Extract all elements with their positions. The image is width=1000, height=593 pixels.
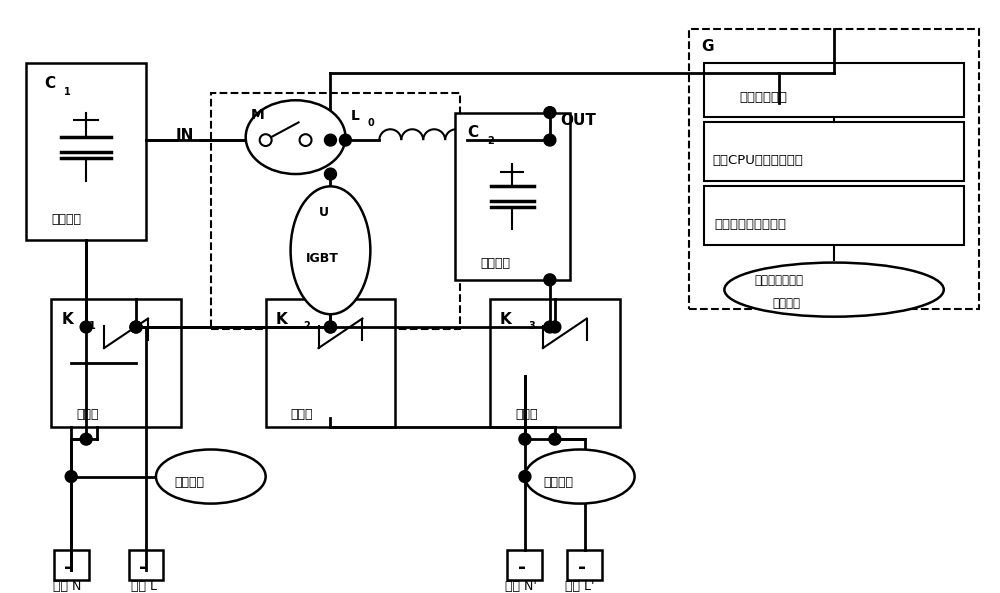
Bar bbox=[266, 299, 395, 428]
Circle shape bbox=[544, 107, 556, 119]
Bar bbox=[567, 550, 602, 580]
Text: K: K bbox=[61, 312, 73, 327]
Circle shape bbox=[549, 321, 561, 333]
Text: 0: 0 bbox=[367, 119, 374, 128]
Circle shape bbox=[544, 321, 556, 333]
Text: 输出 L': 输出 L' bbox=[565, 580, 594, 592]
Circle shape bbox=[130, 321, 142, 333]
Text: -: - bbox=[64, 558, 72, 577]
Text: L: L bbox=[350, 110, 359, 123]
Text: 输入 N: 输入 N bbox=[53, 580, 82, 592]
Bar bbox=[490, 299, 620, 428]
Text: IN: IN bbox=[176, 128, 194, 143]
Bar bbox=[689, 29, 979, 310]
Text: -: - bbox=[139, 558, 147, 577]
Circle shape bbox=[519, 471, 531, 483]
Circle shape bbox=[130, 321, 142, 333]
Text: U: U bbox=[319, 206, 329, 219]
Text: 防雷组件: 防雷组件 bbox=[174, 476, 204, 489]
Text: 嵌入CPU电脑控制组件: 嵌入CPU电脑控制组件 bbox=[712, 154, 803, 167]
Bar bbox=[211, 93, 460, 329]
Text: -: - bbox=[518, 558, 526, 577]
Text: G: G bbox=[701, 39, 714, 53]
Text: K: K bbox=[276, 312, 287, 327]
Text: 接触器: 接触器 bbox=[291, 407, 313, 420]
Bar bbox=[129, 550, 163, 580]
Circle shape bbox=[80, 433, 92, 445]
Bar bbox=[507, 550, 542, 580]
Circle shape bbox=[324, 321, 336, 333]
Bar bbox=[51, 299, 181, 428]
Circle shape bbox=[65, 471, 77, 483]
Text: 输出 N': 输出 N' bbox=[505, 580, 537, 592]
Bar bbox=[26, 63, 146, 240]
Text: 2: 2 bbox=[304, 321, 310, 331]
Text: 键盘、显示器、: 键盘、显示器、 bbox=[754, 274, 803, 287]
Circle shape bbox=[324, 168, 336, 180]
Ellipse shape bbox=[525, 449, 635, 503]
Ellipse shape bbox=[724, 263, 944, 317]
Circle shape bbox=[300, 134, 312, 146]
Circle shape bbox=[324, 134, 336, 146]
Text: 电容组件: 电容组件 bbox=[481, 257, 511, 270]
Bar bbox=[54, 550, 89, 580]
Text: 防雷组件: 防雷组件 bbox=[543, 476, 573, 489]
Text: 功率驱动组件: 功率驱动组件 bbox=[739, 91, 787, 104]
Circle shape bbox=[544, 274, 556, 286]
Ellipse shape bbox=[246, 100, 345, 174]
Text: 输入 L: 输入 L bbox=[131, 580, 157, 592]
Circle shape bbox=[519, 433, 531, 445]
Text: 通讯界面: 通讯界面 bbox=[772, 297, 800, 310]
Text: K: K bbox=[500, 312, 512, 327]
Text: 电源及二次回路组件: 电源及二次回路组件 bbox=[714, 218, 786, 231]
Text: M: M bbox=[251, 109, 264, 122]
Circle shape bbox=[260, 134, 272, 146]
Text: C: C bbox=[44, 76, 55, 91]
Text: 接触器: 接触器 bbox=[76, 407, 99, 420]
Ellipse shape bbox=[291, 186, 370, 314]
Text: 3: 3 bbox=[528, 321, 535, 331]
Text: 1: 1 bbox=[89, 321, 96, 331]
Bar bbox=[704, 186, 964, 246]
Text: OUT: OUT bbox=[560, 113, 596, 128]
Text: -: - bbox=[578, 558, 586, 577]
Bar bbox=[704, 63, 964, 117]
Circle shape bbox=[549, 433, 561, 445]
Bar bbox=[455, 113, 570, 280]
Circle shape bbox=[544, 134, 556, 146]
Text: 1: 1 bbox=[64, 87, 71, 97]
Bar bbox=[704, 122, 964, 181]
Text: 电容组件: 电容组件 bbox=[51, 213, 81, 226]
Ellipse shape bbox=[156, 449, 266, 503]
Text: 2: 2 bbox=[487, 136, 494, 146]
Text: 接触器: 接触器 bbox=[515, 407, 537, 420]
Text: IGBT: IGBT bbox=[306, 252, 338, 265]
Circle shape bbox=[324, 321, 336, 333]
Text: C: C bbox=[467, 125, 478, 140]
Circle shape bbox=[80, 321, 92, 333]
Circle shape bbox=[339, 134, 351, 146]
